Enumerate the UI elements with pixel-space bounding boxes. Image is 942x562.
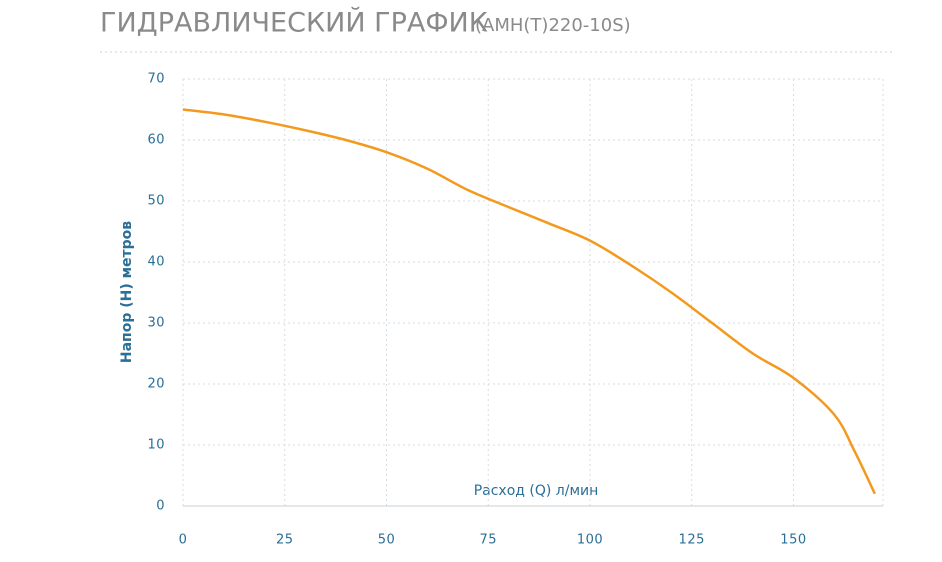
y-tick-label: 10 [147,438,165,453]
x-axis-label: Расход (Q) л/мин [474,483,599,499]
x-tick-label: 50 [378,533,396,548]
y-tick-label: 20 [147,377,165,392]
x-tick-label: 125 [679,533,705,548]
line-series [182,108,876,495]
x-tick-label: 100 [577,533,603,548]
x-tick-label: 150 [780,533,806,548]
y-tick-label: 50 [147,194,165,209]
y-tick-label: 60 [147,133,165,148]
y-tick-label: 40 [147,255,165,270]
chart-subtitle: (АМН(Т)220-10S) [475,15,631,36]
x-tick-label: 25 [276,533,294,548]
chart-title: ГИДРАВЛИЧЕСКИЙ ГРАФИК [100,7,488,39]
y-tick-label: 30 [147,316,165,331]
y-tick-label: 70 [147,72,165,87]
y-tick-label: 0 [156,499,165,514]
x-tick-label: 75 [479,533,497,548]
y-axis-label: Напор (Н) метров [119,221,135,363]
x-tick-label: 0 [179,533,188,548]
